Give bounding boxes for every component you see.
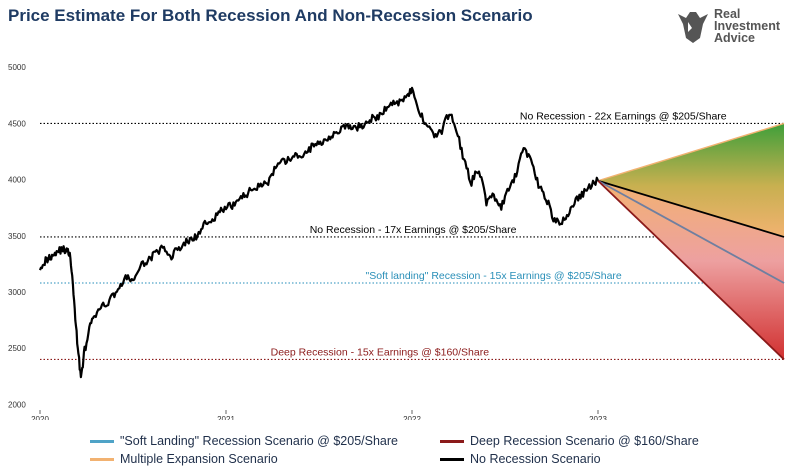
brand-name: Real Investment Advice xyxy=(714,7,780,45)
x-tick-label-1: 2021 xyxy=(217,415,235,420)
y-tick-label-1: 2500 xyxy=(8,344,26,353)
multiple-expansion-fan xyxy=(598,123,784,237)
y-tick-label-6: 5000 xyxy=(8,63,26,72)
legend-label-no-recession: No Recession Scenario xyxy=(470,452,601,466)
chart-title: Price Estimate For Both Recession And No… xyxy=(8,6,533,25)
y-tick-label-4: 4000 xyxy=(8,176,26,185)
reference-label-0: No Recession - 22x Earnings @ $205/Share xyxy=(520,110,727,122)
legend-item-deep-recession: Deep Recession Scenario @ $160/Share xyxy=(440,434,699,448)
x-tick-label-3: 2023 xyxy=(589,415,607,420)
reference-label-2: "Soft landing" Recession - 15x Earnings … xyxy=(366,270,622,282)
scenario-line-1 xyxy=(597,122,785,182)
bull-head-logo-icon xyxy=(678,12,708,43)
y-tick-label-5: 4500 xyxy=(8,119,26,128)
legend-item-soft-landing: "Soft Landing" Recession Scenario @ $205… xyxy=(90,434,398,448)
legend-swatch-no-recession xyxy=(440,457,464,461)
legend-item-multiple-expansion: Multiple Expansion Scenario xyxy=(90,452,278,466)
legend-label-deep-recession: Deep Recession Scenario @ $160/Share xyxy=(470,434,699,448)
legend-label-soft-landing: "Soft Landing" Recession Scenario @ $205… xyxy=(120,434,398,448)
y-tick-label-3: 3500 xyxy=(8,232,26,241)
brand-line-3: Advice xyxy=(714,31,755,45)
legend-swatch-multiple-expansion xyxy=(90,457,114,461)
scenario-line-2 xyxy=(597,179,785,238)
y-tick-label-0: 2000 xyxy=(8,400,26,409)
scenario-line-4 xyxy=(597,180,785,361)
brand-line-1: Real xyxy=(714,7,741,21)
chart-legend: "Soft Landing" Recession Scenario @ $205… xyxy=(0,420,800,475)
legend-swatch-soft-landing xyxy=(90,439,114,443)
reference-label-3: Deep Recession - 15x Earnings @ $160/Sha… xyxy=(271,346,490,358)
legend-label-multiple-expansion: Multiple Expansion Scenario xyxy=(120,452,278,466)
legend-swatch-deep-recession xyxy=(440,439,464,443)
legend-item-no-recession: No Recession Scenario xyxy=(440,452,601,466)
scenario-line-3 xyxy=(597,179,785,284)
brand-logo: Real Investment Advice xyxy=(676,8,794,44)
x-tick-label-0: 2020 xyxy=(31,415,49,420)
chart-plot: No Recession - 22x Earnings @ $205/Share… xyxy=(8,63,785,420)
reference-label-1: No Recession - 17x Earnings @ $205/Share xyxy=(310,224,517,236)
x-tick-label-2: 2022 xyxy=(403,415,421,420)
y-tick-label-2: 3000 xyxy=(8,288,26,297)
brand-line-2: Investment xyxy=(714,19,780,33)
sp500-price-line xyxy=(38,86,600,379)
